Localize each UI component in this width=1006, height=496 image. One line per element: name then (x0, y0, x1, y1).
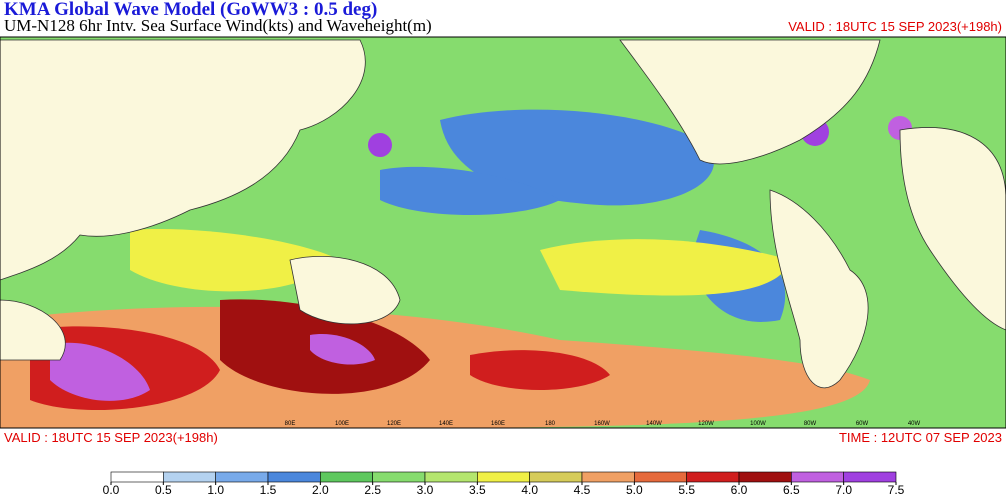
colorbar-swatch (320, 471, 373, 483)
land (0, 39, 366, 281)
lon-label: 140E (439, 421, 453, 427)
title: KMA Global Wave Model (GoWW3 : 0.5 deg) (4, 0, 377, 20)
wave-zone (310, 334, 375, 365)
colorbar-label: 1.5 (260, 483, 277, 496)
colorbar-swatch (424, 471, 478, 483)
wave-zone (540, 239, 790, 296)
colorbar-swatch (110, 471, 164, 483)
land (769, 189, 869, 389)
colorbar-label: 6.0 (731, 483, 748, 496)
colorbar-label: 0.0 (103, 483, 120, 496)
lon-label: 60W (856, 421, 869, 427)
colorbar-swatch (529, 471, 583, 483)
colorbar-label: 0.5 (155, 483, 172, 496)
colorbar-swatch (738, 471, 792, 483)
colorbar-swatch (843, 471, 897, 483)
subtitle: UM-N128 6hr Intv. Sea Surface Wind(kts) … (4, 16, 432, 35)
colorbar-swatch (267, 471, 321, 483)
colorbar: 0.0 0.5 1.0 1.5 2.0 2.5 3.0 3.5 4.0 4.5 5.0 5.5 6.0 6… (103, 471, 905, 496)
colorbar-label: 2.0 (312, 483, 329, 496)
colorbar-label: 6.5 (783, 483, 800, 496)
lon-label: 160W (594, 421, 610, 427)
lon-label: 120W (698, 421, 714, 427)
colorbar-swatch (634, 471, 687, 483)
colorbar-swatch (163, 471, 216, 483)
land (899, 127, 1006, 331)
lon-label: 100W (750, 421, 766, 427)
land (619, 39, 881, 165)
colorbar-swatch (477, 471, 530, 483)
colorbar-swatch (215, 471, 269, 483)
lon-label: 180 (545, 421, 556, 427)
wave-zone (50, 342, 150, 401)
colorbar-swatch (791, 471, 844, 483)
colorbar-label: 2.5 (364, 483, 381, 496)
lon-label: 100E (335, 421, 349, 427)
lon-label: 80W (804, 421, 817, 427)
valid-top: VALID : 18UTC 15 SEP 2023(+198h) (788, 19, 1002, 34)
wave-zone (380, 166, 560, 215)
colorbar-label: 3.5 (469, 483, 486, 496)
colorbar-label: 7.5 (888, 483, 905, 496)
lon-label: 160E (491, 421, 505, 427)
lon-label: 40W (908, 421, 921, 427)
init-time: TIME : 12UTC 07 SEP 2023 (839, 430, 1002, 445)
land (289, 256, 401, 325)
colorbar-swatch (372, 471, 426, 483)
colorbar-label: 5.5 (678, 483, 695, 496)
lon-label: 120E (387, 421, 401, 427)
storm (368, 133, 392, 157)
wave-zone (470, 350, 610, 390)
colorbar-swatch (686, 471, 740, 483)
wave-zone (130, 229, 340, 292)
lon-label: 140W (646, 421, 662, 427)
colorbar-label: 5.0 (626, 483, 643, 496)
map: 80E 100E 120E 140E 160E 180 160W 140W 120W 100W 80… (0, 36, 1006, 429)
colorbar-label: 7.0 (835, 483, 852, 496)
lon-label: 80E (285, 421, 296, 427)
colorbar-label: 4.0 (521, 483, 538, 496)
wave-zone (0, 306, 870, 428)
colorbar-label: 3.0 (417, 483, 434, 496)
lon-labels: 80E 100E 120E 140E 160E 180 160W 140W 120W 100W 80… (285, 421, 921, 427)
land (0, 299, 66, 361)
colorbar-swatch (581, 471, 635, 483)
map-frame (0, 36, 1006, 429)
colorbar-label: 4.5 (574, 483, 591, 496)
colorbar-label: 1.0 (207, 483, 224, 496)
valid-bottom: VALID : 18UTC 15 SEP 2023(+198h) (4, 430, 218, 445)
